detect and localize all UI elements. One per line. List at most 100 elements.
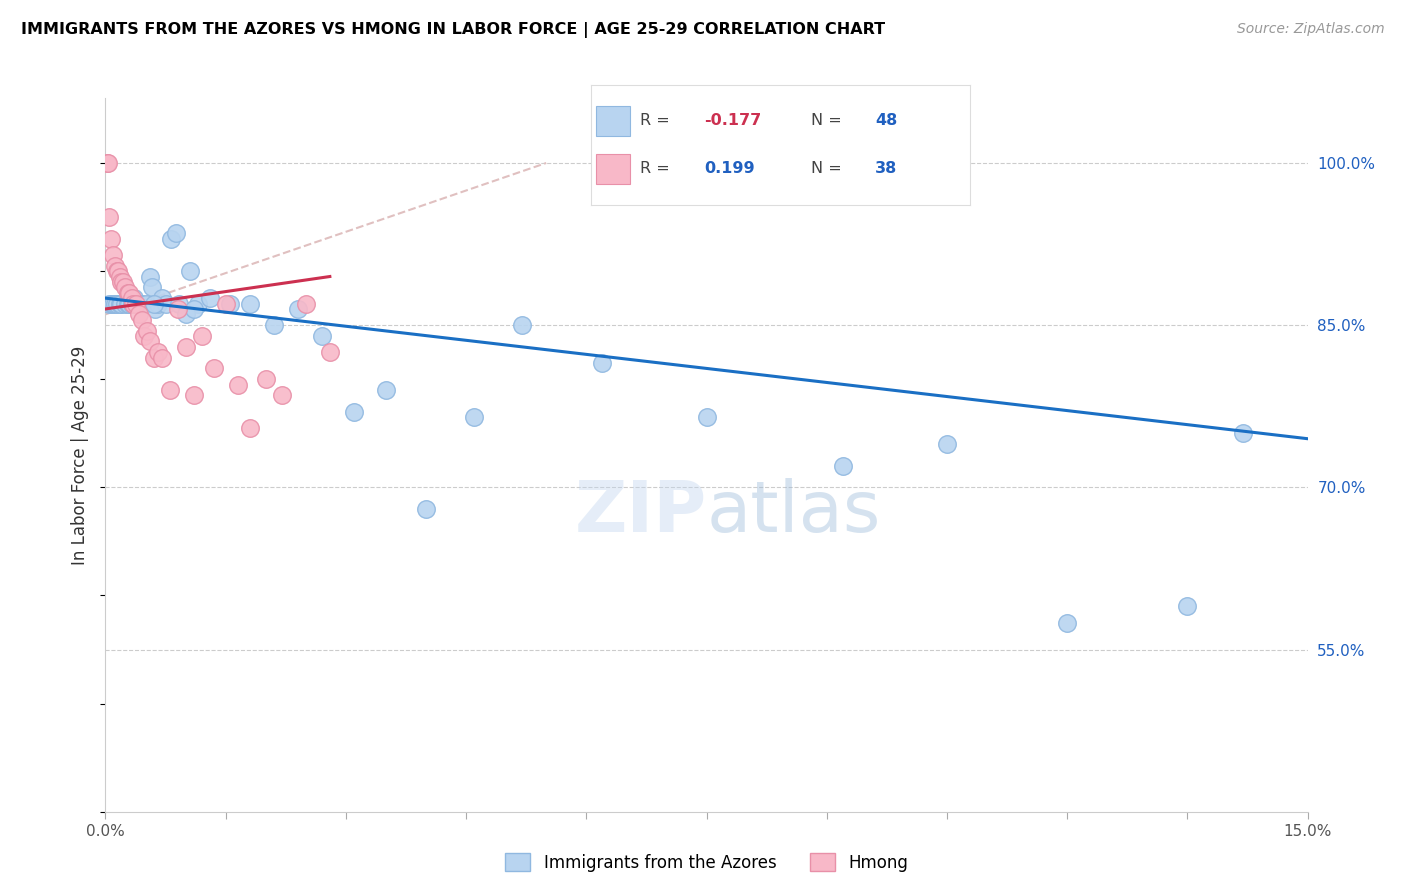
Point (100, 232, 122, 246)
Point (174, 307, 197, 321)
Point (114, 280, 136, 294)
Point (159, 383, 181, 397)
Point (136, 324, 159, 338)
Text: N =: N = (811, 161, 846, 176)
Point (239, 421, 262, 435)
Point (160, 232, 183, 246)
Point (98, 210, 121, 224)
Point (183, 301, 205, 316)
Point (167, 296, 190, 310)
Point (239, 296, 262, 310)
Point (202, 361, 225, 376)
Point (463, 410, 485, 425)
Point (105, 264, 128, 278)
Point (132, 329, 155, 343)
Point (263, 318, 285, 333)
Point (131, 296, 153, 310)
Point (591, 356, 613, 370)
Point (1232, 426, 1254, 441)
Point (107, 264, 129, 278)
Point (98, 296, 121, 310)
Text: 38: 38 (875, 161, 897, 176)
Point (104, 259, 127, 273)
Point (117, 285, 139, 300)
Point (183, 388, 205, 402)
Point (112, 275, 135, 289)
Point (121, 296, 143, 310)
Point (142, 351, 165, 365)
Point (108, 269, 131, 284)
Point (117, 296, 139, 310)
Point (103, 248, 125, 262)
Point (124, 291, 146, 305)
Bar (596, 154, 630, 184)
Text: ZIP: ZIP (574, 477, 707, 547)
Point (114, 296, 136, 310)
Text: IMMIGRANTS FROM THE AZORES VS HMONG IN LABOR FORCE | AGE 25-29 CORRELATION CHART: IMMIGRANTS FROM THE AZORES VS HMONG IN L… (21, 22, 886, 38)
Point (343, 405, 366, 419)
Point (110, 296, 132, 310)
Point (696, 410, 718, 425)
Point (104, 296, 127, 310)
Point (510, 318, 533, 333)
Point (122, 296, 145, 310)
Point (155, 296, 177, 310)
Point (96, 156, 118, 170)
Point (142, 296, 165, 310)
Point (179, 264, 201, 278)
Point (166, 301, 188, 316)
Point (103, 296, 125, 310)
Text: -0.177: -0.177 (704, 112, 762, 128)
Point (110, 275, 132, 289)
Point (831, 458, 853, 473)
Text: R =: R = (640, 112, 675, 128)
Text: N =: N = (811, 112, 846, 128)
Point (270, 388, 292, 402)
Point (936, 437, 959, 451)
Text: Source: ZipAtlas.com: Source: ZipAtlas.com (1237, 22, 1385, 37)
Point (174, 340, 197, 354)
Point (128, 307, 150, 321)
Point (141, 280, 163, 294)
Point (1056, 615, 1078, 630)
Point (150, 351, 173, 365)
Text: R =: R = (640, 161, 675, 176)
Point (214, 296, 236, 310)
Point (146, 296, 169, 310)
Point (146, 345, 169, 359)
Point (143, 301, 166, 316)
Point (218, 296, 240, 310)
Point (127, 296, 149, 310)
Point (319, 345, 342, 359)
Point (165, 227, 187, 241)
Point (311, 329, 333, 343)
Text: atlas: atlas (707, 477, 882, 547)
Text: 48: 48 (875, 112, 897, 128)
Point (374, 383, 398, 397)
Legend: Immigrants from the Azores, Hmong: Immigrants from the Azores, Hmong (499, 847, 914, 879)
Point (254, 372, 277, 386)
Point (129, 296, 152, 310)
Point (138, 269, 160, 284)
Point (108, 296, 131, 310)
Point (198, 291, 221, 305)
Point (150, 291, 173, 305)
Point (287, 301, 309, 316)
Point (1175, 599, 1198, 614)
Point (121, 291, 143, 305)
Point (226, 377, 249, 392)
Point (131, 312, 153, 326)
Point (190, 329, 212, 343)
Point (101, 296, 124, 310)
Point (295, 296, 318, 310)
Point (125, 296, 148, 310)
Point (138, 334, 160, 349)
Bar (596, 106, 630, 136)
Text: 0.199: 0.199 (704, 161, 755, 176)
Point (107, 296, 129, 310)
Point (187, 296, 209, 310)
Point (97, 156, 120, 170)
Point (135, 296, 157, 310)
Y-axis label: In Labor Force | Age 25-29: In Labor Force | Age 25-29 (72, 345, 90, 565)
Point (415, 502, 437, 516)
